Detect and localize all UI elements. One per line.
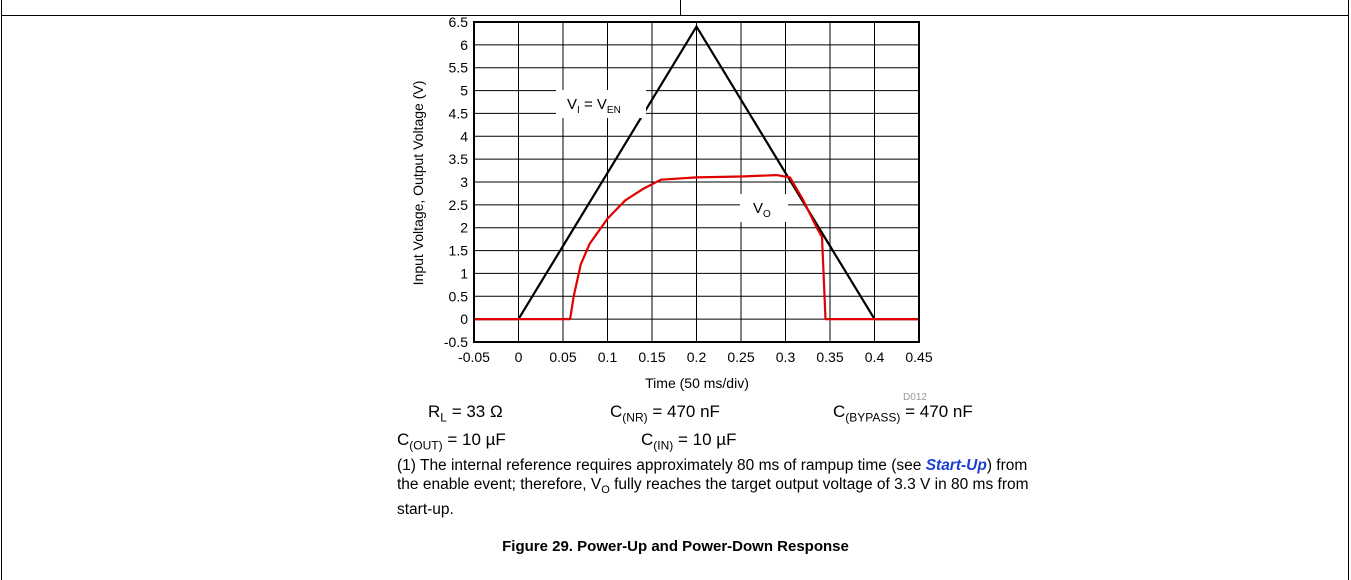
y-tick-label: 4 — [460, 128, 468, 144]
page-frame-top — [1, 15, 1349, 16]
y-tick-label: 6.5 — [449, 14, 469, 30]
x-tick-label: -0.05 — [458, 349, 490, 365]
chart-grid — [473, 21, 920, 343]
y-tick-label: 4.5 — [449, 105, 469, 121]
y-tick-label: 5.5 — [449, 60, 469, 76]
condition-cin: C(IN) = 10 µF — [641, 430, 737, 453]
x-tick-label: 0.4 — [865, 349, 885, 365]
series-label-vi: VI = VEN — [556, 90, 646, 118]
x-tick-label: 0.15 — [638, 349, 665, 365]
y-tick-label: 2.5 — [449, 197, 469, 213]
page-frame-right — [1348, 0, 1349, 580]
y-axis-label: Input Voltage, Output Voltage (V) — [410, 81, 426, 286]
y-tick-label: 1.5 — [449, 243, 469, 259]
condition-cbypass: C(BYPASS) = 470 nF — [833, 402, 973, 425]
condition-rl: RL = 33 Ω — [428, 402, 503, 425]
start-up-link[interactable]: Start-Up — [925, 457, 987, 474]
x-tick-label: 0 — [515, 349, 523, 365]
x-tick-label: 0.3 — [776, 349, 796, 365]
x-axis-label: Time (50 ms/div) — [645, 375, 749, 391]
figure-id: D012 — [903, 392, 927, 400]
series-line-vo — [474, 174, 919, 321]
y-tick-label: 1 — [460, 265, 468, 281]
page-frame-left — [1, 0, 2, 580]
svg-text:VI = VEN: VI = VEN — [567, 96, 621, 116]
vi-label-main: V — [567, 96, 577, 113]
y-tick-label: 3 — [460, 174, 468, 190]
series-label-vo: VO — [740, 194, 788, 222]
y-tick-label: 3.5 — [449, 151, 469, 167]
chart-series — [474, 25, 919, 321]
x-tick-label: 0.25 — [727, 349, 754, 365]
y-tick-label: -0.5 — [444, 334, 468, 350]
x-tick-label: 0.05 — [549, 349, 576, 365]
x-tick-label: 0.1 — [598, 349, 618, 365]
x-tick-label: 0.35 — [816, 349, 843, 365]
condition-cnr: C(NR) = 470 nF — [610, 402, 720, 425]
vi-label-sub: I — [577, 105, 580, 116]
x-tick-label: 0.2 — [687, 349, 707, 365]
x-tick-labels: -0.05 0 0.05 0.1 0.15 0.2 0.25 0.3 0.35 0.4 0.45 — [458, 349, 933, 365]
y-tick-label: 2 — [460, 220, 468, 236]
y-tick-labels: 6.5 6 5.5 5 4.5 4 3.5 3 2.5 2 1.5 1 0.5 0 -0.5 — [444, 14, 468, 350]
svg-text:VO: VO — [753, 200, 771, 220]
y-tick-label: 0 — [460, 311, 468, 327]
vi-label-eq: = V — [580, 96, 607, 113]
condition-cout: C(OUT) = 10 µF — [397, 430, 506, 453]
page-frame-divider — [680, 0, 681, 16]
y-tick-label: 6 — [460, 37, 468, 53]
vi-label-sub2: EN — [607, 105, 621, 116]
vo-label-sub: O — [763, 209, 771, 220]
footnote: (1) The internal reference requires appr… — [397, 457, 1029, 519]
y-tick-label: 5 — [460, 83, 468, 99]
power-response-chart: -0.05 0 0.05 0.1 0.15 0.2 0.25 0.3 0.35 0.4 0.45 6… — [410, 14, 933, 400]
plot-border — [473, 21, 920, 343]
y-tick-label: 0.5 — [449, 288, 469, 304]
vo-label-main: V — [753, 200, 763, 217]
x-tick-label: 0.45 — [905, 349, 932, 365]
figure-caption: Figure 29. Power-Up and Power-Down Respo… — [502, 538, 849, 555]
